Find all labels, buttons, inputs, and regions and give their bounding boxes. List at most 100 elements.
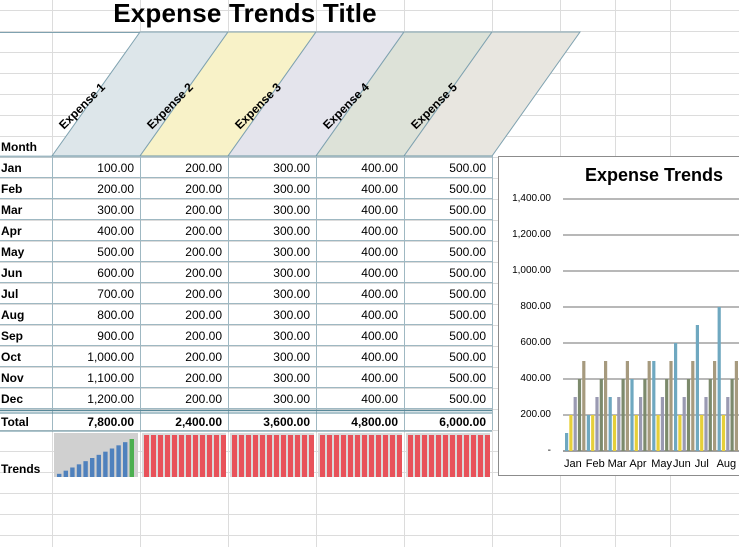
expense-cell[interactable]: 200.00 <box>185 161 222 175</box>
expense-cell[interactable]: 200.00 <box>185 371 222 385</box>
expense-cell[interactable]: 500.00 <box>449 371 486 385</box>
month-label[interactable]: Jan <box>1 161 22 175</box>
expense-cell[interactable]: 800.00 <box>97 308 134 322</box>
expense-trends-chart[interactable]: Expense Trends - 200.00 400.00 600.00 800.00… <box>498 156 739 476</box>
expense-cell[interactable]: 200.00 <box>185 203 222 217</box>
expense-cell[interactable]: 300.00 <box>273 287 310 301</box>
total-cell[interactable]: 2,400.00 <box>175 415 222 429</box>
trends-label[interactable]: Trends <box>1 462 41 476</box>
month-column-header[interactable]: Month <box>1 140 37 154</box>
expense-cell[interactable]: 400.00 <box>361 287 398 301</box>
chart-bar <box>608 397 612 451</box>
expense-cell[interactable]: 100.00 <box>97 161 134 175</box>
expense-cell[interactable]: 500.00 <box>449 392 486 406</box>
expense-cell[interactable]: 500.00 <box>449 287 486 301</box>
expense-cell[interactable]: 400.00 <box>361 224 398 238</box>
sparkline-bar <box>123 442 128 477</box>
month-label[interactable]: Nov <box>1 371 24 385</box>
expense-cell[interactable]: 400.00 <box>361 308 398 322</box>
expense-cell[interactable]: 500.00 <box>449 203 486 217</box>
expense-cell[interactable]: 300.00 <box>273 224 310 238</box>
expense-cell[interactable]: 700.00 <box>97 287 134 301</box>
expense-cell[interactable]: 200.00 <box>185 350 222 364</box>
sparkline-bar <box>186 435 191 477</box>
month-label[interactable]: Aug <box>1 308 25 322</box>
month-label[interactable]: Apr <box>1 224 22 238</box>
expense-cell[interactable]: 200.00 <box>185 182 222 196</box>
expense-cell[interactable]: 200.00 <box>185 224 222 238</box>
expense-cell[interactable]: 600.00 <box>97 266 134 280</box>
expense-cell[interactable]: 400.00 <box>97 224 134 238</box>
expense-cell[interactable]: 500.00 <box>449 224 486 238</box>
sparkline-bar <box>302 435 307 477</box>
expense-cell[interactable]: 200.00 <box>185 266 222 280</box>
sparkline-bar <box>436 435 441 477</box>
expense-cell[interactable]: 1,000.00 <box>87 350 134 364</box>
expense-cell[interactable]: 200.00 <box>185 245 222 259</box>
total-cell[interactable]: 4,800.00 <box>351 415 398 429</box>
expense-cell[interactable]: 500.00 <box>449 350 486 364</box>
expense-cell[interactable]: 300.00 <box>97 203 134 217</box>
expense-cell[interactable]: 300.00 <box>273 266 310 280</box>
expense-cell[interactable]: 200.00 <box>185 392 222 406</box>
month-label[interactable]: Dec <box>1 392 24 406</box>
sparkline-bar <box>200 435 205 477</box>
expense-cell[interactable]: 200.00 <box>185 329 222 343</box>
expense-cell[interactable]: 300.00 <box>273 350 310 364</box>
chart-bar <box>591 415 595 451</box>
month-label[interactable]: Mar <box>1 203 23 217</box>
month-label[interactable]: Jun <box>1 266 23 280</box>
expense-cell[interactable]: 300.00 <box>273 329 310 343</box>
expense-cell[interactable]: 300.00 <box>273 392 310 406</box>
sparkline-bar <box>320 435 325 477</box>
month-label[interactable]: Sep <box>1 329 24 343</box>
expense-cell[interactable]: 300.00 <box>273 308 310 322</box>
x-tick-label: Mar <box>607 458 627 470</box>
sparkline-bar <box>376 435 381 477</box>
expense-cell[interactable]: 300.00 <box>273 182 310 196</box>
expense-cell[interactable]: 400.00 <box>361 203 398 217</box>
expense-cell[interactable]: 300.00 <box>273 203 310 217</box>
total-label[interactable]: Total <box>1 415 29 429</box>
expense-cell[interactable]: 400.00 <box>361 182 398 196</box>
expense-cell[interactable]: 500.00 <box>449 245 486 259</box>
expense-cell[interactable]: 200.00 <box>97 182 134 196</box>
month-label[interactable]: Jul <box>1 287 19 301</box>
expense-cell[interactable]: 400.00 <box>361 161 398 175</box>
chart-bar <box>708 379 712 451</box>
month-label[interactable]: Oct <box>1 350 22 364</box>
y-tick-label: 200.00 <box>520 409 551 420</box>
expense-cell[interactable]: 400.00 <box>361 245 398 259</box>
expense-cell[interactable]: 500.00 <box>97 245 134 259</box>
expense-cell[interactable]: 400.00 <box>361 371 398 385</box>
expense-cell[interactable]: 400.00 <box>361 350 398 364</box>
expense-cell[interactable]: 300.00 <box>273 371 310 385</box>
expense-cell[interactable]: 200.00 <box>185 308 222 322</box>
expense-cell[interactable]: 400.00 <box>361 392 398 406</box>
total-cell[interactable]: 6,000.00 <box>439 415 486 429</box>
total-cell[interactable]: 3,600.00 <box>263 415 310 429</box>
expense-cell[interactable]: 400.00 <box>361 266 398 280</box>
expense-cell[interactable]: 500.00 <box>449 161 486 175</box>
total-cell[interactable]: 7,800.00 <box>87 415 134 429</box>
expense-cell[interactable]: 400.00 <box>361 329 398 343</box>
sparkline-bar <box>239 435 244 477</box>
x-tick-label: Feb <box>585 458 605 470</box>
y-tick-label: 1,000.00 <box>512 265 551 276</box>
expense-cell[interactable]: 500.00 <box>449 266 486 280</box>
expense-cell[interactable]: 900.00 <box>97 329 134 343</box>
expense-cell[interactable]: 500.00 <box>449 182 486 196</box>
expense-cell[interactable]: 200.00 <box>185 287 222 301</box>
expense-cell[interactable]: 1,200.00 <box>87 392 134 406</box>
sparkline-bar <box>179 435 184 477</box>
sheet-title[interactable]: Expense Trends Title <box>113 0 377 28</box>
sparkline-bar <box>450 435 455 477</box>
sparkline-bar <box>355 435 360 477</box>
month-label[interactable]: Feb <box>1 182 23 196</box>
expense-cell[interactable]: 300.00 <box>273 245 310 259</box>
expense-cell[interactable]: 300.00 <box>273 161 310 175</box>
expense-cell[interactable]: 1,100.00 <box>87 371 134 385</box>
month-label[interactable]: May <box>1 245 25 259</box>
expense-cell[interactable]: 500.00 <box>449 329 486 343</box>
expense-cell[interactable]: 500.00 <box>449 308 486 322</box>
